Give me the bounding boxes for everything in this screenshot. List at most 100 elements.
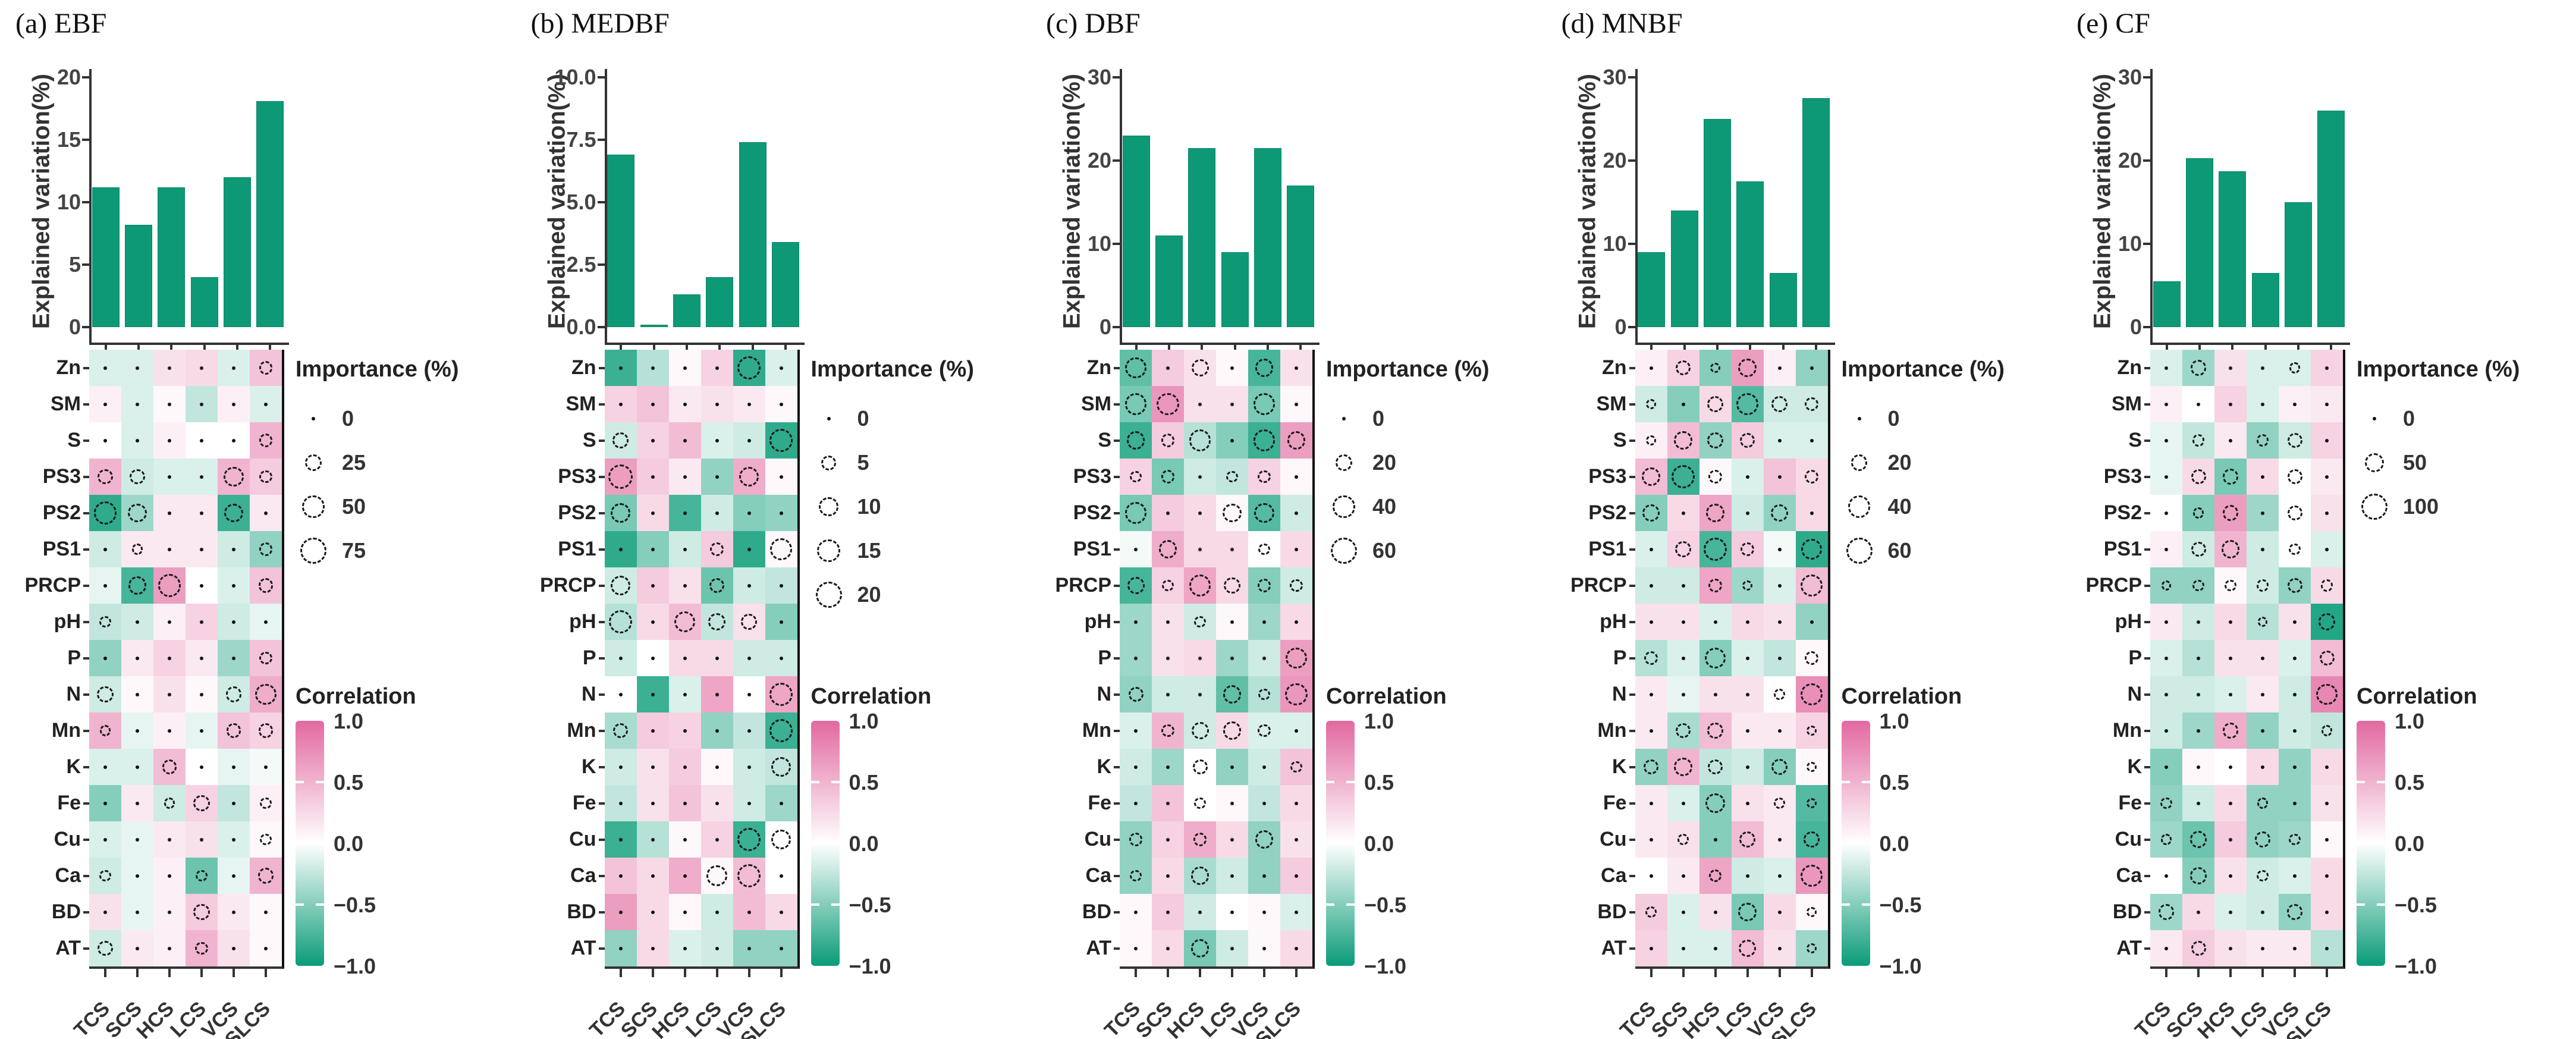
row-label: P	[582, 646, 596, 669]
importance-circle	[224, 466, 244, 487]
heatmap-cell	[1763, 495, 1796, 531]
heatmap-cell	[250, 785, 282, 821]
importance-legend-circle	[811, 497, 847, 517]
heatmap	[1120, 350, 1315, 969]
heatmap-cell	[2311, 749, 2343, 785]
heatmap-cell	[2247, 495, 2279, 531]
bar-y-tick-mark	[1628, 76, 1635, 79]
heatmap-cell	[2279, 821, 2311, 858]
importance-dot	[1134, 765, 1138, 769]
importance-circle	[2287, 469, 2302, 484]
bar	[1155, 236, 1183, 327]
heatmap-cell	[89, 604, 121, 640]
importance-dot	[103, 583, 107, 588]
row-label: N	[581, 682, 596, 705]
importance-circle	[1286, 647, 1307, 668]
row-tick-mark	[2144, 657, 2150, 660]
importance-circle	[258, 578, 274, 593]
heatmap-cell	[700, 676, 733, 712]
heatmap-cell	[700, 858, 733, 894]
heatmap-cell	[89, 386, 121, 422]
bar-x-tick-mark	[236, 343, 238, 351]
heatmap-cell	[2247, 604, 2279, 640]
bar-x-tick-mark	[137, 343, 140, 351]
heatmap-cell	[700, 531, 733, 567]
row-tick-mark	[1629, 548, 1635, 551]
correlation-tick-label: −1.0	[1879, 954, 1922, 978]
bar-x-tick-mark	[2231, 343, 2234, 351]
row-label: PS1	[1073, 537, 1111, 560]
heatmap-cell	[2182, 531, 2214, 567]
importance-dot	[683, 729, 687, 733]
heatmap-cell	[733, 640, 765, 676]
importance-legend-value: 50	[2403, 450, 2427, 475]
importance-dot	[2165, 438, 2168, 442]
heatmap-cell	[700, 640, 733, 676]
importance-dot	[136, 801, 139, 805]
bar-x-tick-mark	[269, 343, 272, 351]
heatmap-cell	[2247, 459, 2279, 495]
heatmap-cell	[1667, 640, 1699, 676]
row-tick-mark	[83, 403, 89, 406]
row-label: PS1	[1588, 537, 1627, 560]
importance-circle	[130, 469, 145, 485]
importance-dot	[200, 692, 203, 696]
importance-circle	[1771, 504, 1788, 522]
heatmap-cell	[1216, 858, 1248, 894]
bar	[1287, 186, 1315, 327]
heatmap-cell	[1635, 604, 1667, 640]
heatmap-cell	[153, 894, 186, 930]
importance-circle	[2257, 798, 2268, 809]
heatmap-cell	[1184, 495, 1216, 531]
importance-legend-circle	[296, 495, 331, 518]
heatmap-cell	[1635, 386, 1667, 422]
row-label: PRCP	[1570, 573, 1627, 597]
importance-circle	[1805, 651, 1818, 665]
importance-dot	[683, 946, 687, 950]
heatmap-cell	[89, 422, 121, 459]
heatmap-cell	[121, 749, 153, 785]
heatmap-cell	[765, 495, 797, 531]
heatmap-cell	[700, 930, 733, 966]
importance-dot	[1681, 692, 1685, 696]
importance-legend-value: 15	[857, 538, 881, 563]
importance-circle	[2189, 831, 2207, 848]
heatmap-cell	[1667, 459, 1699, 495]
importance-circle	[97, 686, 114, 703]
heatmap-cell	[1795, 567, 1828, 604]
importance-dot	[168, 547, 171, 551]
importance-circle	[1773, 797, 1786, 809]
importance-dot	[683, 402, 687, 406]
importance-dot	[232, 910, 235, 914]
importance-legend-circle	[2357, 453, 2392, 473]
importance-dot	[2197, 910, 2200, 914]
heatmap-cell	[186, 894, 218, 930]
row-label: BD	[2112, 900, 2142, 923]
importance-circle	[771, 830, 791, 849]
importance-dot	[651, 366, 655, 370]
importance-legend-value: 0	[1887, 406, 1900, 431]
importance-circle	[302, 495, 325, 518]
heatmap-cell	[765, 350, 797, 386]
importance-circle	[1742, 580, 1752, 591]
importance-dot	[2293, 402, 2297, 406]
importance-circle	[305, 454, 322, 471]
row-tick-mark	[598, 511, 605, 514]
row-tick-mark	[83, 620, 89, 623]
heatmap-cell	[1280, 712, 1312, 749]
importance-circle	[164, 798, 175, 809]
importance-circle	[1127, 577, 1145, 594]
row-tick-mark	[1629, 802, 1635, 805]
importance-dot	[747, 765, 751, 769]
row-label: Ca	[1085, 864, 1111, 887]
heatmap-cell	[1731, 495, 1764, 531]
importance-circle	[2257, 870, 2269, 882]
heatmap-cell	[1763, 930, 1796, 966]
importance-circle	[1736, 393, 1758, 415]
heatmap-cell	[2279, 785, 2311, 821]
importance-circle	[2364, 453, 2385, 473]
colorbar-notch	[296, 781, 304, 783]
importance-dot	[2229, 692, 2232, 696]
importance-circle	[196, 870, 208, 882]
bar-x-tick-mark	[2264, 343, 2267, 351]
